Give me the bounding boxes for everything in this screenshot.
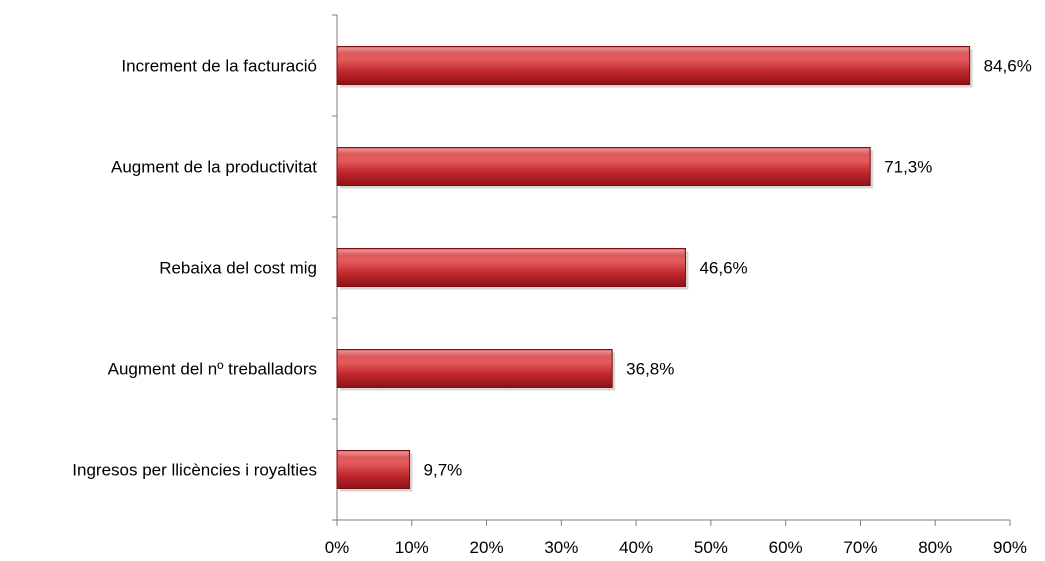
x-tick-label: 0% — [325, 538, 350, 557]
category-label: Rebaixa del cost mig — [159, 259, 317, 278]
bar-highlight — [338, 249, 685, 256]
x-tick-label: 30% — [544, 538, 578, 557]
bar-highlight — [338, 350, 612, 357]
data-label: 9,7% — [424, 461, 463, 480]
bar-highlight — [338, 47, 969, 54]
data-label: 46,6% — [699, 259, 747, 278]
bar-highlight — [338, 451, 409, 458]
x-tick-label: 80% — [918, 538, 952, 557]
x-tick-label: 10% — [395, 538, 429, 557]
bar-highlight — [338, 148, 870, 155]
data-label: 36,8% — [626, 360, 674, 379]
plot-area: 0% 10% 20% 30% 40% 50% 60% 70% 80% 90% Increment d… — [72, 14, 1032, 557]
x-tick-label: 50% — [694, 538, 728, 557]
x-tick-label: 60% — [769, 538, 803, 557]
x-tick-label: 20% — [470, 538, 504, 557]
category-label: Increment de la facturació — [121, 57, 317, 76]
x-tick-label: 90% — [993, 538, 1027, 557]
x-tick-label: 70% — [843, 538, 877, 557]
x-tick-label: 40% — [619, 538, 653, 557]
data-label: 84,6% — [984, 57, 1032, 76]
data-label: 71,3% — [884, 158, 932, 177]
category-label: Augment de la productivitat — [111, 158, 317, 177]
category-label: Ingresos per llicències i royalties — [72, 461, 317, 480]
category-label: Augment del nº treballadors — [108, 360, 317, 379]
